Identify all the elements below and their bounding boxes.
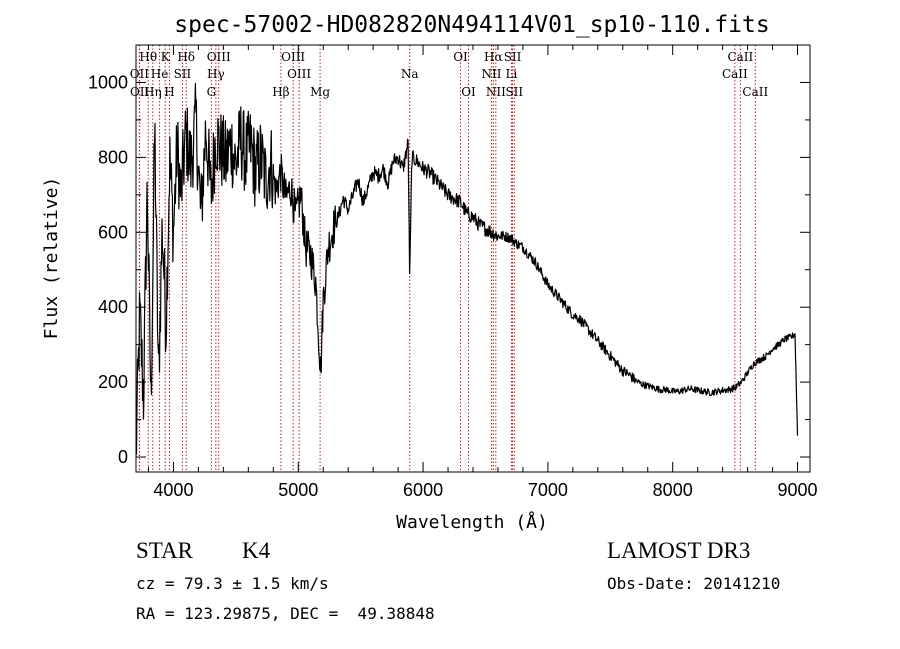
y-tick-label: 200 xyxy=(98,372,128,392)
spectral-line-label: Li xyxy=(506,67,518,81)
spectral-line-label: OIII xyxy=(287,67,311,81)
spectral-line-label: G xyxy=(207,85,217,99)
spectral-line-label: OIII xyxy=(281,50,305,64)
spectral-line-label: OI xyxy=(461,85,476,99)
x-tick-label: 9000 xyxy=(777,480,817,500)
spectral-line-label: OII xyxy=(130,67,150,81)
y-tick-label: 1000 xyxy=(88,72,128,92)
spectral-line-label: NII xyxy=(486,85,506,99)
x-tick-label: 6000 xyxy=(403,480,443,500)
x-axis-label: Wavelength (Å) xyxy=(396,511,548,533)
spectral-line-label: CaII xyxy=(742,85,768,99)
plot-frame xyxy=(135,44,811,473)
spectral-line-label: CaII xyxy=(727,50,753,64)
spectral-line-label: Hη xyxy=(144,85,162,99)
spectral-line-label: OII xyxy=(130,85,150,99)
spectral-line-label: SII xyxy=(174,67,192,81)
spectral-line-label: SII xyxy=(504,50,522,64)
spectral-line-label: OI xyxy=(453,50,468,64)
spectral-line-label: H xyxy=(164,85,174,99)
x-axis-ticks: 4000 5000 6000 7000 8000 9000 xyxy=(147,45,818,500)
spectral-line-label: Mg xyxy=(310,85,330,99)
spectral-line-label: NII xyxy=(481,67,501,81)
y-axis-label: Flux (relative) xyxy=(41,177,62,340)
y-tick-label: 600 xyxy=(98,222,128,242)
spectral-line-label: Hβ xyxy=(272,85,289,99)
spectrum-series-line xyxy=(135,82,799,455)
y-tick-label: 800 xyxy=(98,147,128,167)
y-axis-ticks: 0 200 400 600 800 1000 xyxy=(88,72,810,467)
spectral-line-markers xyxy=(138,45,756,472)
x-tick-label: 4000 xyxy=(153,480,193,500)
coordinates-readout: RA = 123.29875, DEC = 49.38848 xyxy=(136,604,435,623)
x-tick-label: 7000 xyxy=(528,480,568,500)
spectral-line-label: CaII xyxy=(722,67,748,81)
obs-date: Obs-Date: 20141210 xyxy=(607,574,781,593)
chart-title: spec-57002-HD082820N494114V01_sp10-110.f… xyxy=(174,12,769,38)
spectral-line-label: SII xyxy=(505,85,523,99)
spectral-line-label: Hθ xyxy=(139,50,157,64)
spectral-line-label: He xyxy=(151,67,169,81)
spectral-line-label: OIII xyxy=(207,50,231,64)
spectral-subclass: K4 xyxy=(242,538,271,563)
spectral-line-label: Hα xyxy=(484,50,503,64)
survey-name: LAMOST DR3 xyxy=(607,538,751,563)
spectral-line-label: K xyxy=(161,50,171,64)
spectral-line-label: Hδ xyxy=(177,50,195,64)
spectral-line-label: Na xyxy=(401,67,419,81)
spectral-line-label: Hγ xyxy=(207,67,225,81)
x-tick-label: 5000 xyxy=(278,480,318,500)
x-tick-label: 8000 xyxy=(653,480,693,500)
redshift-readout: cz = 79.3 ± 1.5 km/s xyxy=(136,574,329,593)
y-tick-label: 400 xyxy=(98,297,128,317)
y-tick-label: 0 xyxy=(118,447,128,467)
object-class: STAR xyxy=(136,538,193,563)
